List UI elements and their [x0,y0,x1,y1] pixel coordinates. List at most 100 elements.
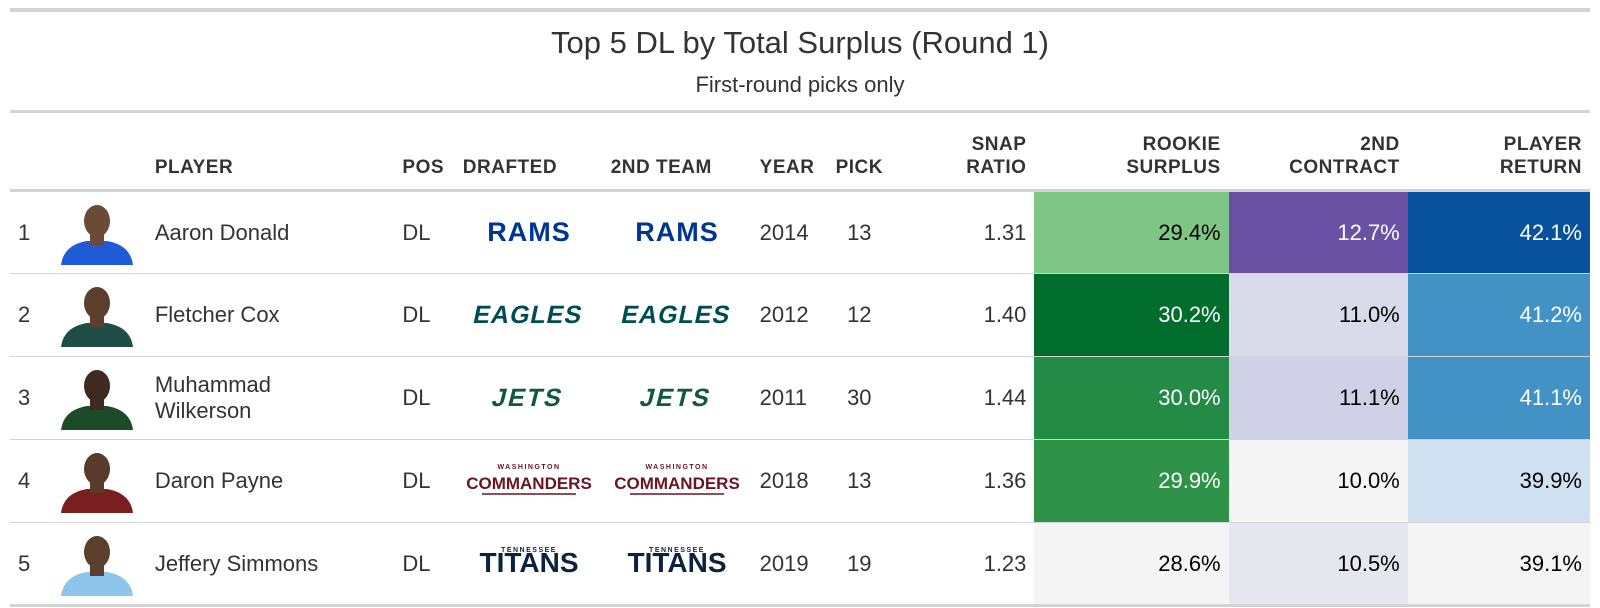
col-pick-header: PICK [835,157,884,178]
snap-ratio-cell: 1.23 [983,550,1027,576]
player-name: Aaron Donald [154,219,290,245]
pos-cell: DL [402,550,431,576]
col-pos-header: POS [402,157,445,178]
svg-text:TITANS: TITANS [628,547,727,578]
col-rank-header [10,113,46,191]
second-team-cell: JETS [603,357,752,440]
second-team-cell: RAMS [603,191,752,274]
pos-cell: DL [402,302,431,327]
col-second-team-header: 2ND TEAM [610,157,712,178]
player-name: Muhammad [154,372,271,397]
svg-text:RAMS: RAMS [635,217,719,247]
year-cell: 2012 [759,302,809,327]
svg-text:TITANS: TITANS [479,547,578,578]
headshot-cell [46,274,147,357]
header-row: PLAYER POS DRAFTED 2ND TEAM YEAR PICK SN… [10,113,1590,191]
drafted-team-logo: RAMS [487,217,570,247]
year-cell: 2011 [759,385,807,410]
second-team-logo: RAMS [635,217,719,247]
table-row: 3 Muhammad Wilkerson DL JETS JETS [10,356,1590,440]
rank-cell: 5 [18,550,31,576]
second-contract-cell: 10.0% [1228,439,1408,523]
drafted-team-logo: EAGLES [471,301,586,329]
rank-cell: 3 [18,385,31,410]
svg-text:JETS: JETS [637,384,714,412]
col-drafted-header: DRAFTED [462,157,558,178]
player-headshot-icon [60,204,133,265]
rookie-surplus-cell: 30.0% [1034,356,1229,440]
col-year-header: YEAR [759,157,815,178]
pos-cell: DL [402,385,431,410]
second-team-cell: WASHINGTON COMMANDERS [603,440,752,523]
player-headshot-icon [60,453,133,513]
drafted-team-cell: EAGLES [455,274,603,357]
second-team-logo: WASHINGTON COMMANDERS [614,464,740,495]
snap-ratio-cell: 1.40 [983,302,1027,327]
rank-cell: 4 [18,468,31,493]
rookie-surplus-cell: 29.4% [1034,190,1229,274]
table-row: 2 Fletcher Cox DL EAGLES EAGLES [10,273,1590,357]
player-return-cell: 41.1% [1407,356,1590,440]
rookie-header-line1: ROOKIE [1142,134,1221,155]
col-snap-ratio-header: SNAP RATIO [895,113,1035,191]
return-header-line2: RETURN [1499,157,1582,178]
player-name-cell: Jeffery Simmons [147,523,395,606]
rookie-surplus-cell: 29.9% [1034,439,1229,523]
player-name-cell: Daron Payne [147,440,395,523]
col-rookie-surplus-header: ROOKIE SURPLUS [1034,113,1228,191]
table-subtitle: First-round picks only [695,72,905,97]
player-headshot-icon [60,370,133,430]
drafted-team-logo: TENNESSEE TITANS [479,547,578,578]
year-cell: 2019 [759,550,809,576]
second-contract-cell: 11.0% [1228,273,1408,357]
second-contract-cell: 10.5% [1228,522,1408,606]
table-title: Top 5 DL by Total Surplus (Round 1) [551,25,1049,60]
rookie-surplus-cell: 28.6% [1034,522,1229,606]
player-return-cell: 42.1% [1407,190,1590,274]
drafted-team-cell: JETS [455,357,603,440]
year-cell: 2018 [759,468,809,493]
svg-text:TENNESSEE: TENNESSEE [649,547,705,554]
player-name-line2: Wilkerson [154,398,252,423]
contract-header-line2: CONTRACT [1289,157,1400,178]
pick-cell: 19 [847,550,872,576]
player-name: Fletcher Cox [154,302,280,327]
player-return-cell: 39.9% [1407,439,1590,523]
player-name: Jeffery Simmons [154,550,319,576]
surplus-table: PLAYER POS DRAFTED 2ND TEAM YEAR PICK SN… [10,113,1590,607]
snap-header-line2: RATIO [966,157,1027,178]
pick-cell: 30 [847,385,872,410]
player-headshot-icon [60,535,133,596]
headshot-cell [46,357,147,440]
player-name-cell: Aaron Donald [147,191,395,274]
headshot-cell [46,440,147,523]
table-row: 1 Aaron Donald DL RAMS RAMS [10,190,1590,274]
table-row: 5 Jeffery Simmons DL TENNESSEE TITANS TE… [10,522,1590,606]
svg-text:COMMANDERS: COMMANDERS [614,474,740,493]
contract-header-line1: 2ND [1360,134,1400,155]
table-row: 4 Daron Payne DL WASHINGTON COMMANDERS W… [10,439,1590,523]
table-card: Top 5 DL by Total Surplus (Round 1) Firs… [10,8,1590,607]
player-name-cell: Fletcher Cox [147,274,395,357]
second-contract-cell: 11.1% [1228,356,1408,440]
col-player-header: PLAYER [154,157,234,178]
player-headshot-icon [60,287,133,347]
drafted-team-cell: WASHINGTON COMMANDERS [455,440,603,523]
pos-cell: DL [402,468,431,493]
rank-cell: 2 [18,302,31,327]
second-team-logo: EAGLES [619,301,734,329]
drafted-team-cell: TENNESSEE TITANS [455,523,603,606]
headshot-cell [46,191,147,274]
table-body: 1 Aaron Donald DL RAMS RAMS [10,190,1590,606]
svg-text:COMMANDERS: COMMANDERS [466,474,592,493]
pick-cell: 12 [847,302,872,327]
top-rule [10,8,1590,12]
snap-ratio-cell: 1.36 [983,468,1027,493]
rookie-surplus-cell: 30.2% [1034,273,1229,357]
player-name: Daron Payne [154,468,284,493]
svg-text:WASHINGTON: WASHINGTON [497,464,560,471]
year-cell: 2014 [759,219,809,245]
svg-text:TENNESSEE: TENNESSEE [501,547,557,554]
second-team-cell: EAGLES [603,274,752,357]
pick-cell: 13 [847,468,872,493]
